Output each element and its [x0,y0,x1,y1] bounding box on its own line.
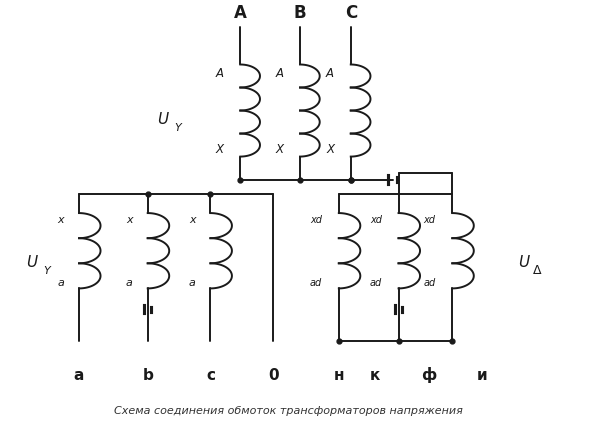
Text: U: U [518,254,530,269]
Text: a: a [74,367,84,382]
Text: X: X [275,142,283,155]
Text: xd: xd [424,215,436,225]
Text: Схема соединения обмоток трансформаторов напряжения: Схема соединения обмоток трансформаторов… [113,405,463,415]
Text: н: н [334,367,344,382]
Text: Δ: Δ [533,264,541,276]
Text: ad: ad [370,277,382,288]
Text: U: U [26,254,37,269]
Text: и: и [477,367,487,382]
Text: x: x [58,215,64,225]
Text: b: b [142,367,153,382]
Text: Y: Y [174,123,181,133]
Text: 0: 0 [268,367,278,382]
Text: a: a [188,277,196,288]
Text: xd: xd [310,215,322,225]
Text: xd: xd [370,215,382,225]
Text: A: A [275,67,283,80]
Text: X: X [326,142,334,155]
Text: ф: ф [421,366,436,382]
Text: a: a [57,277,64,288]
Text: A: A [234,3,247,22]
Text: C: C [344,3,357,22]
Text: A: A [326,67,334,80]
Text: x: x [189,215,196,225]
Text: X: X [215,142,224,155]
Text: U: U [157,112,168,127]
Text: c: c [206,367,215,382]
Text: a: a [126,277,133,288]
Text: x: x [126,215,133,225]
Text: ad: ad [310,277,322,288]
Text: A: A [215,67,224,80]
Text: к: к [370,367,380,382]
Text: Y: Y [43,265,50,275]
Text: ad: ad [424,277,436,288]
Text: B: B [293,3,307,22]
